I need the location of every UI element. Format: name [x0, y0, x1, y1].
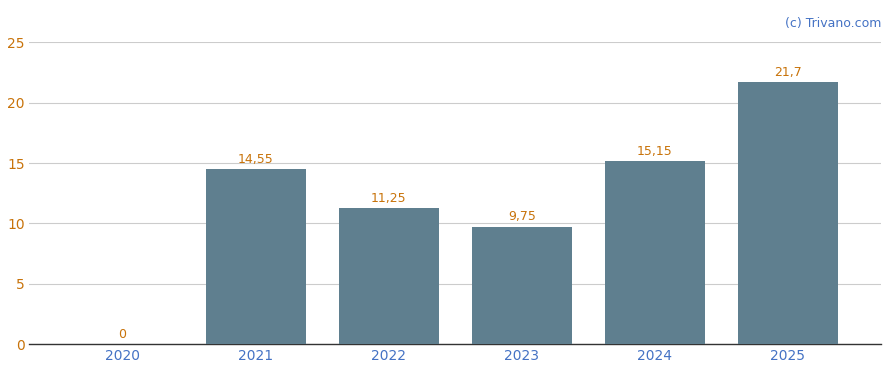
Bar [738, 82, 837, 344]
Text: 0: 0 [119, 328, 127, 341]
Text: 21,7: 21,7 [774, 66, 802, 79]
Text: 15,15: 15,15 [637, 145, 673, 158]
Text: (c) Trivano.com: (c) Trivano.com [785, 17, 881, 30]
Bar [605, 161, 705, 344]
Text: 9,75: 9,75 [508, 211, 535, 223]
Bar [339, 208, 439, 344]
Bar [472, 226, 572, 344]
Bar [206, 169, 305, 344]
Text: 14,55: 14,55 [238, 152, 274, 165]
Text: 11,25: 11,25 [371, 192, 407, 205]
